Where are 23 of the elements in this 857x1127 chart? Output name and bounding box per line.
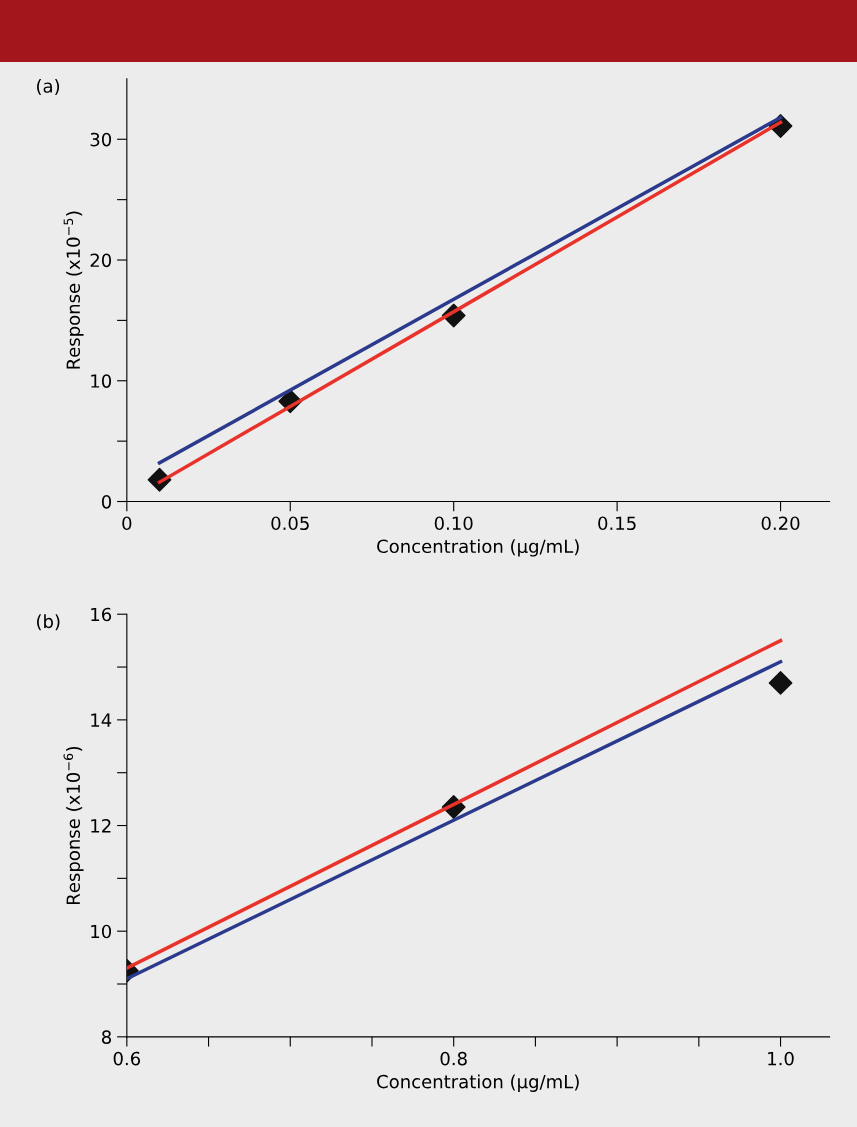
x-tick-label: 0.20 — [761, 516, 800, 531]
y-tick-label: 20 — [90, 253, 112, 268]
x-tick-label: 0.8 — [440, 1051, 467, 1066]
y-tick-label: 30 — [90, 132, 112, 147]
y-tick-label: 16 — [91, 607, 112, 622]
x-tick-label: 0.05 — [271, 516, 309, 531]
y-tick-label: 0 — [101, 494, 112, 509]
y-tick-label: 10 — [91, 924, 112, 939]
y-tick-label: 10 — [91, 374, 112, 388]
text: (a) — [37, 78, 60, 95]
x-tick-label: 1.0 — [768, 1051, 794, 1066]
x-tick-label: 0.15 — [598, 516, 636, 531]
x-tick-label: 0.10 — [434, 516, 473, 531]
text: (b) — [37, 614, 60, 631]
x-axis-title: Concentration (µg/mL) — [377, 1074, 579, 1092]
x-axis-title: Concentration (µg/mL) — [377, 539, 579, 557]
y-tick-label: 8 — [101, 1030, 112, 1044]
x-tick-label: 0 — [122, 516, 132, 531]
y-axis-title: Response (x10$^{−6}$) — [63, 746, 84, 904]
y-tick-label: 12 — [91, 818, 111, 833]
x-tick-label: 0.6 — [113, 1051, 141, 1066]
y-tick-label: 14 — [91, 713, 112, 727]
y-axis-title: Response (x10$^{−5}$) — [63, 211, 84, 369]
